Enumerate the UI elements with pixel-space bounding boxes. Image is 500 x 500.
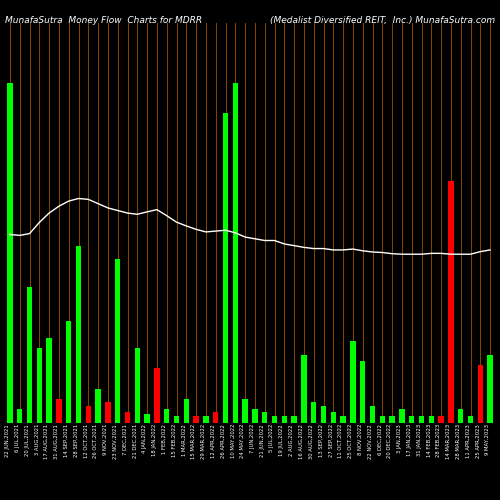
Bar xyxy=(428,416,434,422)
Bar xyxy=(115,260,120,422)
Bar xyxy=(223,113,228,422)
Bar xyxy=(478,364,483,422)
Bar xyxy=(46,338,52,422)
Bar xyxy=(419,416,424,422)
Bar xyxy=(86,406,91,422)
Bar xyxy=(458,409,464,422)
Bar xyxy=(144,414,150,422)
Bar xyxy=(203,416,208,422)
Bar xyxy=(330,412,336,422)
Bar xyxy=(17,409,22,422)
Bar xyxy=(292,416,297,422)
Bar xyxy=(7,82,12,422)
Bar xyxy=(272,416,277,422)
Bar xyxy=(390,416,395,422)
Bar xyxy=(311,402,316,422)
Bar xyxy=(76,246,81,422)
Bar xyxy=(56,398,62,422)
Bar xyxy=(125,412,130,422)
Bar xyxy=(340,416,346,422)
Bar xyxy=(380,416,385,422)
Bar xyxy=(184,398,189,422)
Bar xyxy=(262,412,268,422)
Bar xyxy=(360,362,366,422)
Bar xyxy=(301,354,306,422)
Bar xyxy=(321,406,326,422)
Bar xyxy=(66,320,71,422)
Bar xyxy=(488,354,493,422)
Bar xyxy=(174,416,179,422)
Bar xyxy=(134,348,140,422)
Bar xyxy=(438,416,444,422)
Bar xyxy=(252,409,258,422)
Bar xyxy=(213,412,218,422)
Bar xyxy=(105,402,110,422)
Bar xyxy=(468,416,473,422)
Bar xyxy=(194,416,199,422)
Bar xyxy=(154,368,160,422)
Bar xyxy=(370,406,375,422)
Bar xyxy=(448,181,454,422)
Bar xyxy=(36,348,42,422)
Bar xyxy=(282,416,287,422)
Bar xyxy=(409,416,414,422)
Bar xyxy=(27,286,32,422)
Bar xyxy=(164,409,170,422)
Bar xyxy=(399,409,404,422)
Bar xyxy=(96,388,101,422)
Text: MunafaSutra  Money Flow  Charts for MDRR: MunafaSutra Money Flow Charts for MDRR xyxy=(5,16,202,25)
Bar xyxy=(242,398,248,422)
Bar xyxy=(232,82,238,422)
Bar xyxy=(350,341,356,422)
Text: (Medalist Diversified REIT,  Inc.) MunafaSutra.com: (Medalist Diversified REIT, Inc.) Munafa… xyxy=(270,16,495,25)
